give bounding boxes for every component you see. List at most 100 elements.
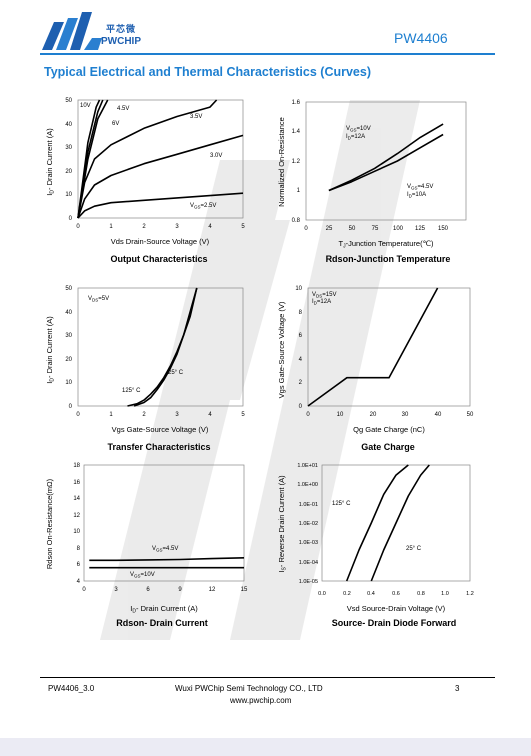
curve-label: VGS=4.5V (152, 546, 178, 553)
series-line-4 (77, 99, 109, 219)
section-title: Typical Electrical and Thermal Character… (44, 65, 371, 79)
curve-label: VGS=10V (130, 572, 155, 579)
tick-label: 40 (435, 412, 442, 418)
caption-rdson-tj: Rdson-Junction Temperature (325, 254, 451, 264)
tick-label: 8 (299, 310, 303, 316)
tick-label: 1.2 (466, 591, 474, 597)
x-axis-label: Qg Gate Charge (nC) (353, 425, 425, 434)
tick-label: 3 (114, 587, 118, 593)
tick-label: 10 (73, 529, 80, 535)
tick-label: 1 (109, 412, 113, 418)
annotation: VDS=5V (88, 296, 109, 303)
series-line-1 (89, 557, 245, 562)
footer-rule (40, 677, 495, 678)
tick-label: 6 (146, 587, 150, 593)
tick-label: 1.2 (292, 159, 301, 165)
tick-label: 4 (208, 412, 212, 418)
tick-label: 2 (142, 224, 146, 230)
curve-label: 3.5V (190, 114, 202, 120)
tick-label: 0.6 (392, 591, 400, 597)
curve-label: 25° C (406, 546, 422, 552)
tick-label: 8 (77, 546, 81, 552)
caption-gate-charge: Gate Charge (361, 442, 415, 452)
logo-english-text: PWCHIP (101, 36, 141, 47)
curve-label: VGS=2.5V (190, 203, 216, 210)
curve-label: 4.5V (117, 106, 129, 112)
series-line-1 (345, 464, 409, 582)
tick-label: 50 (349, 226, 356, 232)
tick-label: 12 (73, 513, 80, 519)
tick-label: 1.0E+01 (297, 463, 318, 469)
tick-label: 0 (69, 216, 73, 222)
logo-chinese-text: 平芯微 (106, 24, 137, 34)
tick-label: 25 (326, 226, 333, 232)
tick-label: 10 (65, 380, 72, 386)
chart-diode-forward: 0.0 0.2 0.4 0.6 0.8 1.0 1.2 1.0E-05 1.0E… (277, 463, 474, 613)
tick-label: 1.0E-01 (299, 502, 318, 508)
chart-transfer: 0 1 2 3 4 5 0 10 20 30 40 50 VDS=5V 125°… (45, 286, 245, 434)
curve-label: 10V (80, 103, 91, 109)
chart-rdson-drain-current: 0 3 6 9 12 15 4 6 8 10 12 14 16 18 VGS=4… (45, 463, 248, 615)
tick-label: 2 (299, 380, 303, 386)
series-group (77, 99, 244, 219)
tick-label: 0.4 (367, 591, 375, 597)
plot-frame (77, 287, 244, 407)
curve-label: ID=10A (407, 192, 426, 199)
tick-label: 10 (295, 286, 302, 292)
tick-label: 0 (306, 412, 310, 418)
tick-label: 100 (393, 226, 404, 232)
tick-label: 0.0 (318, 591, 326, 597)
y-axis-label: Vgs Gate-Source Voltage (V) (277, 301, 286, 398)
tick-label: 4 (208, 224, 212, 230)
tick-label: 3 (175, 412, 179, 418)
y-axis-label: Rdson On-Resistance(mΩ) (45, 478, 54, 569)
tick-label: 1.0E-04 (299, 560, 318, 566)
tick-label: 1.6 (292, 100, 301, 106)
tick-label: 1 (297, 188, 301, 194)
part-number: PW4406 (394, 30, 448, 46)
plot-frame (305, 101, 467, 221)
series-group (127, 287, 198, 407)
tick-label: 30 (402, 412, 409, 418)
tick-label: 5 (241, 224, 245, 230)
tick-label: 0.8 (292, 218, 301, 224)
footer-doc-id: PW4406_3.0 (48, 684, 95, 693)
series-line-6 (77, 99, 101, 219)
series-line-1 (307, 287, 439, 407)
curve-label: 125° C (122, 388, 141, 394)
x-axis-label: ID- Drain Current (A) (130, 604, 198, 615)
plot-frame (83, 464, 245, 582)
tick-label: 1.0E+00 (297, 482, 318, 488)
plot-frame (307, 287, 471, 407)
tick-label: 1.0 (441, 591, 449, 597)
tick-label: 75 (372, 226, 379, 232)
curve-label: VGS=10V (346, 126, 371, 133)
tick-label: 3 (175, 224, 179, 230)
tick-label: 30 (65, 145, 72, 151)
tick-label: 4 (299, 357, 303, 363)
tick-label: 150 (438, 226, 449, 232)
caption-diode: Source- Drain Diode Forward (331, 618, 457, 628)
header-rule (40, 53, 495, 55)
y-axis-label: ID- Drain Current (A) (45, 316, 56, 384)
curve-label: VGS=4.5V (407, 184, 433, 191)
tick-label: 6 (77, 562, 81, 568)
curve-label: 3.0V (210, 153, 222, 159)
tick-label: 1.0E-05 (299, 579, 318, 585)
tick-label: 30 (65, 333, 72, 339)
tick-label: 10 (65, 192, 72, 198)
x-axis-label: Vds Drain-Source Voltage (V) (111, 237, 210, 246)
tick-label: 1.0E-02 (299, 521, 318, 527)
series-group (307, 287, 439, 407)
tick-label: 6 (299, 333, 303, 339)
tick-label: 0.2 (343, 591, 351, 597)
tick-label: 0 (69, 404, 73, 410)
tick-label: 20 (65, 357, 72, 363)
tick-label: 40 (65, 122, 72, 128)
viewer-bottom-bar (0, 738, 531, 756)
series-line-2 (370, 464, 430, 582)
series-group (345, 464, 430, 582)
tick-label: 4 (77, 579, 81, 585)
curve-label: ID=12A (346, 134, 365, 141)
tick-label: 0 (304, 226, 308, 232)
